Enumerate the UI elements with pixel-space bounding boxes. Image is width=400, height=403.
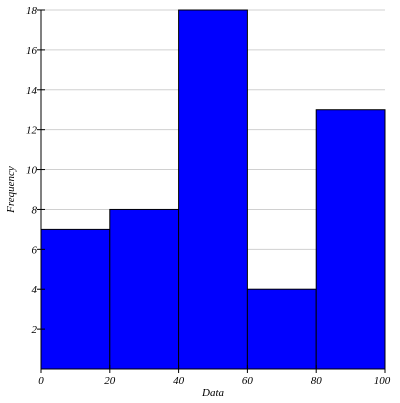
bar-60-80: [246, 288, 317, 370]
bar-0-20: [40, 228, 111, 370]
y-tick-label-6: 6: [32, 244, 38, 256]
x-tick-label-0: 0: [38, 375, 44, 387]
y-tick-label-4: 4: [32, 284, 38, 296]
x-tick-label-20: 20: [104, 375, 116, 387]
y-tick-label-18: 18: [26, 5, 38, 17]
x-tick-label-40: 40: [173, 375, 185, 387]
y-tick-label-8: 8: [32, 204, 38, 216]
y-tick-label-12: 12: [26, 125, 38, 137]
x-axis-title: Data: [201, 387, 225, 399]
x-tick-label-80: 80: [311, 375, 323, 387]
y-tick-label-16: 16: [26, 45, 38, 57]
y-tick-label-2: 2: [32, 324, 38, 336]
x-tick-label-60: 60: [242, 375, 254, 387]
bar-80-100: [315, 109, 386, 370]
bar-40-60: [178, 9, 248, 370]
bars: [40, 9, 386, 370]
x-ticks: 0 20 40 60 80 100: [38, 365, 391, 387]
y-tick-label-14: 14: [26, 85, 38, 97]
bar-20-40: [109, 208, 180, 370]
axes: [40, 10, 385, 370]
y-tick-label-10: 10: [26, 165, 38, 177]
y-axis-title: Frequency: [5, 166, 17, 214]
y-ticks: 2 4 6 8 10 12 14 16 18: [26, 5, 45, 336]
x-tick-label-100: 100: [374, 375, 391, 387]
